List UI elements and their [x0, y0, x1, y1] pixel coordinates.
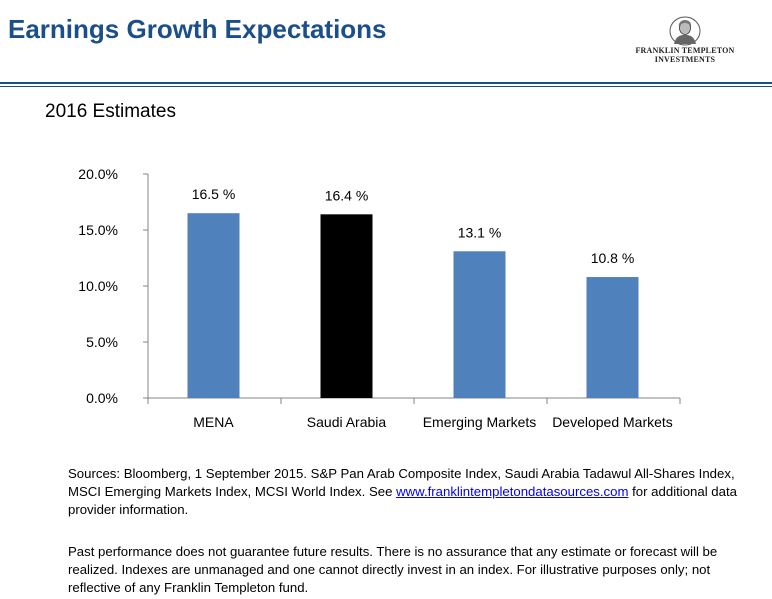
- y-tick-label: 15.0%: [78, 222, 118, 238]
- header-rule-thin: [0, 86, 772, 87]
- bar: [586, 277, 639, 398]
- logo-text-line2: INVESTMENTS: [654, 55, 716, 64]
- logo-text-line1: FRANKLIN TEMPLETON: [635, 46, 735, 55]
- data-label: 16.4 %: [325, 187, 369, 203]
- x-tick-label: Developed Markets: [552, 414, 673, 430]
- bar: [453, 251, 506, 398]
- disclaimer-note: Past performance does not guarantee futu…: [68, 544, 718, 595]
- chart-subtitle: 2016 Estimates: [45, 101, 176, 122]
- sources-text-before: Sources: Bloomberg, 1 September 2015. S&…: [68, 466, 735, 499]
- data-label: 16.5 %: [192, 186, 236, 202]
- y-tick-label: 20.0%: [78, 166, 118, 182]
- y-tick-label: 10.0%: [78, 278, 118, 294]
- bar: [320, 214, 373, 398]
- header-rule-thick: [0, 82, 772, 84]
- bar: [187, 213, 240, 398]
- x-tick-label: Emerging Markets: [423, 414, 537, 430]
- franklin-portrait-icon: [669, 16, 701, 46]
- y-tick-label: 0.0%: [86, 390, 118, 406]
- data-label: 13.1 %: [458, 224, 502, 240]
- page-title: Earnings Growth Expectations: [8, 14, 387, 44]
- x-tick-label: MENA: [193, 414, 234, 430]
- bar-chart: 0.0% 5.0% 10.0% 15.0% 20.0% 16.5 % MENA 16.4 % S…: [78, 166, 681, 430]
- franklin-templeton-logo: FRANKLIN TEMPLETON INVESTMENTS: [630, 16, 740, 72]
- y-tick-label: 5.0%: [86, 334, 118, 350]
- data-label: 10.8 %: [591, 250, 635, 266]
- data-sources-link[interactable]: www.franklintempletondatasources.com: [396, 484, 629, 499]
- sources-text-after: for additional data provider information…: [68, 484, 737, 517]
- sources-note: Sources: Bloomberg, 1 September 2015. S&…: [68, 465, 738, 519]
- x-tick-label: Saudi Arabia: [307, 414, 387, 430]
